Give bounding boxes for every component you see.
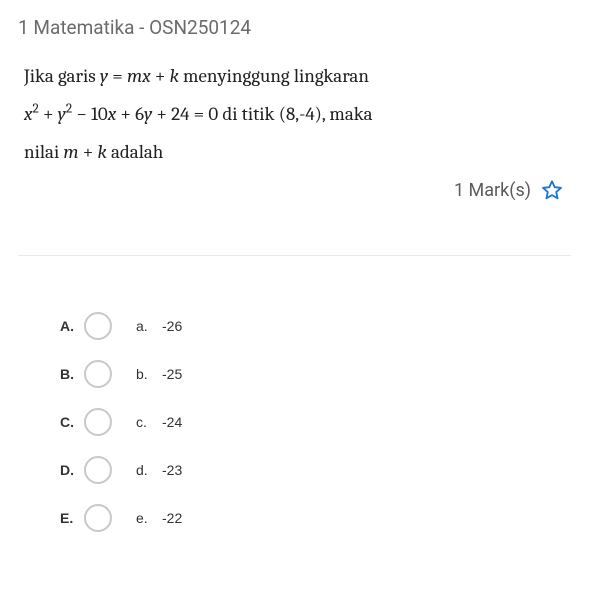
var-m: m <box>63 141 78 163</box>
subject-name: Matematika <box>33 16 134 39</box>
subject-number: 1 <box>18 16 29 39</box>
option-row[interactable]: A. a. -26 <box>60 302 571 350</box>
star-icon[interactable] <box>541 179 563 201</box>
question-header: 1 Matematika - OSN250124 <box>18 16 571 39</box>
option-value: -26 <box>162 318 182 334</box>
question-line-3: nilai m + k adalah <box>24 133 571 171</box>
question-line-2: x2 + y2 − 10x + 6y + 24 = 0 di titik (8,… <box>24 95 571 133</box>
radio-icon[interactable] <box>84 456 112 484</box>
header-sep: - <box>139 16 149 39</box>
radio-icon[interactable] <box>84 312 112 340</box>
option-sub-letter: b. <box>136 366 162 382</box>
text-fragment: − 10 <box>72 103 108 125</box>
option-sub-letter: a. <box>136 318 162 334</box>
radio-icon[interactable] <box>84 408 112 436</box>
option-value: -24 <box>162 414 182 430</box>
options-list: A. a. -26 B. b. -25 C. c. -24 D. d. -23 … <box>18 302 571 542</box>
question-text: Jika garis y = mx + k menyinggung lingka… <box>18 57 571 171</box>
var-k: k <box>170 65 179 87</box>
option-value: -23 <box>162 462 182 478</box>
var-k: k <box>97 141 106 163</box>
var-x: x <box>108 103 116 125</box>
marks-row: 1 Mark(s) <box>18 179 571 201</box>
option-sub-letter: c. <box>136 414 162 430</box>
option-sub-letter: d. <box>136 462 162 478</box>
marks-label: 1 Mark(s) <box>454 180 531 201</box>
text-fragment: menyinggung lingkaran <box>179 65 369 87</box>
text-fragment: + 24 = 0 di titik (8,-4), maka <box>152 103 372 125</box>
text-fragment: + <box>79 141 98 163</box>
var-mx: mx <box>127 65 151 87</box>
option-letter: E. <box>60 510 84 526</box>
radio-icon[interactable] <box>84 360 112 388</box>
question-container: 1 Matematika - OSN250124 Jika garis y = … <box>0 0 589 558</box>
text-fragment: adalah <box>107 141 164 163</box>
option-letter: D. <box>60 462 84 478</box>
text-fragment: = <box>108 65 127 87</box>
divider <box>18 255 571 256</box>
text-fragment: + <box>151 65 170 87</box>
text-fragment: Jika garis <box>24 65 100 87</box>
option-value: -25 <box>162 366 182 382</box>
option-letter: A. <box>60 318 84 334</box>
var-y: y <box>58 103 66 125</box>
option-row[interactable]: C. c. -24 <box>60 398 571 446</box>
text-fragment: nilai <box>24 141 63 163</box>
option-value: -22 <box>162 510 182 526</box>
option-row[interactable]: B. b. -25 <box>60 350 571 398</box>
question-line-1: Jika garis y = mx + k menyinggung lingka… <box>24 57 571 95</box>
radio-icon[interactable] <box>84 504 112 532</box>
question-code: OSN250124 <box>149 16 251 39</box>
option-letter: C. <box>60 414 84 430</box>
text-fragment: + 6 <box>116 103 144 125</box>
option-row[interactable]: E. e. -22 <box>60 494 571 542</box>
option-row[interactable]: D. d. -23 <box>60 446 571 494</box>
option-letter: B. <box>60 366 84 382</box>
option-sub-letter: e. <box>136 510 162 526</box>
var-y: y <box>100 65 108 87</box>
text-fragment: + <box>39 103 58 125</box>
